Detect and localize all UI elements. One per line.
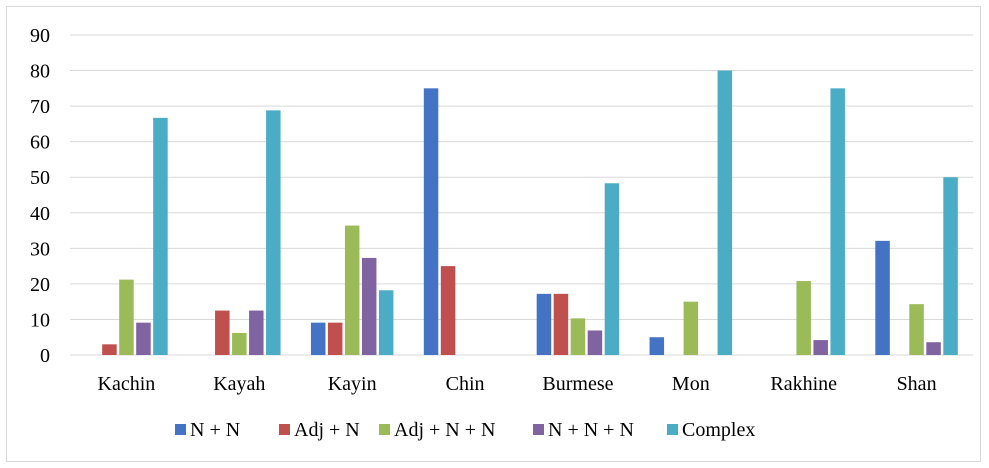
x-tick-label: Mon xyxy=(672,373,710,395)
bar-chin-1 xyxy=(423,88,439,355)
legend-swatch-4 xyxy=(533,424,544,435)
bar-shan-4 xyxy=(926,342,941,355)
legend-label-5: Complex xyxy=(682,419,755,441)
legend-label-1: N + N xyxy=(190,419,240,441)
y-axis: 0 10 20 30 40 50 60 70 80 90 xyxy=(30,25,50,367)
bar-kachin-2 xyxy=(102,344,117,355)
y-tick-label: 90 xyxy=(30,25,50,47)
bar-mon-1 xyxy=(649,337,665,355)
legend-swatch-5 xyxy=(667,424,678,435)
y-tick-label: 40 xyxy=(30,203,50,225)
bar-kayin-3 xyxy=(344,225,360,355)
bar-chin-2 xyxy=(440,266,456,355)
bar-kayin-4 xyxy=(361,257,377,355)
bar-kayin-2 xyxy=(327,322,343,355)
bar-rakhine-4 xyxy=(813,340,828,355)
bar-kayah-2 xyxy=(215,310,230,355)
y-tick-label: 10 xyxy=(30,309,50,331)
bar-rakhine-3 xyxy=(796,281,811,355)
bar-mon-5 xyxy=(717,70,733,356)
legend-label-4: N + N + N xyxy=(548,419,634,441)
bar-burmese-1 xyxy=(536,293,552,355)
bar-kachin-3 xyxy=(119,279,134,355)
x-tick-label: Burmese xyxy=(542,373,613,395)
bar-burmese-5 xyxy=(604,183,620,355)
bar-shan-5 xyxy=(943,177,958,355)
x-axis: Kachin Kayah Kayin Chin Burmese Mon Rakhine Sha… xyxy=(98,373,937,395)
legend-swatch-2 xyxy=(279,424,290,435)
x-tick-label: Kachin xyxy=(98,373,156,395)
bar-mon-3 xyxy=(683,301,699,355)
y-tick-label: 30 xyxy=(30,238,50,260)
legend: N + N Adj + N Adj + N + N N + N + N Complex xyxy=(175,419,755,441)
bar-kayah-4 xyxy=(249,310,264,355)
x-tick-label: Chin xyxy=(446,373,485,395)
x-tick-label: Kayin xyxy=(328,373,377,395)
x-tick-label: Shan xyxy=(897,373,937,395)
bar-kachin-4 xyxy=(136,322,151,355)
bar-kayah-5 xyxy=(266,110,281,355)
bar-shan-1 xyxy=(875,240,890,355)
bar-kayin-5 xyxy=(378,290,394,355)
y-tick-label: 70 xyxy=(30,96,50,118)
y-tick-label: 80 xyxy=(30,61,50,83)
bars xyxy=(102,70,958,356)
bar-shan-3 xyxy=(909,304,924,355)
x-tick-label: Rakhine xyxy=(770,373,837,395)
x-tick-label: Kayah xyxy=(213,373,265,395)
legend-swatch-1 xyxy=(175,424,186,435)
legend-label-3: Adj + N + N xyxy=(394,419,495,441)
bar-kachin-5 xyxy=(153,117,168,355)
chart-frame xyxy=(6,6,981,462)
y-tick-label: 50 xyxy=(30,167,50,189)
bar-burmese-2 xyxy=(553,293,569,355)
y-tick-label: 0 xyxy=(40,345,50,367)
legend-label-2: Adj + N xyxy=(294,419,360,441)
y-tick-label: 20 xyxy=(30,274,50,296)
legend-swatch-3 xyxy=(379,424,390,435)
bar-burmese-4 xyxy=(587,330,603,355)
bar-kayin-1 xyxy=(310,322,326,355)
y-tick-label: 60 xyxy=(30,132,50,154)
bar-burmese-3 xyxy=(570,318,586,355)
bar-kayah-3 xyxy=(232,332,247,355)
bar-rakhine-5 xyxy=(830,88,845,355)
